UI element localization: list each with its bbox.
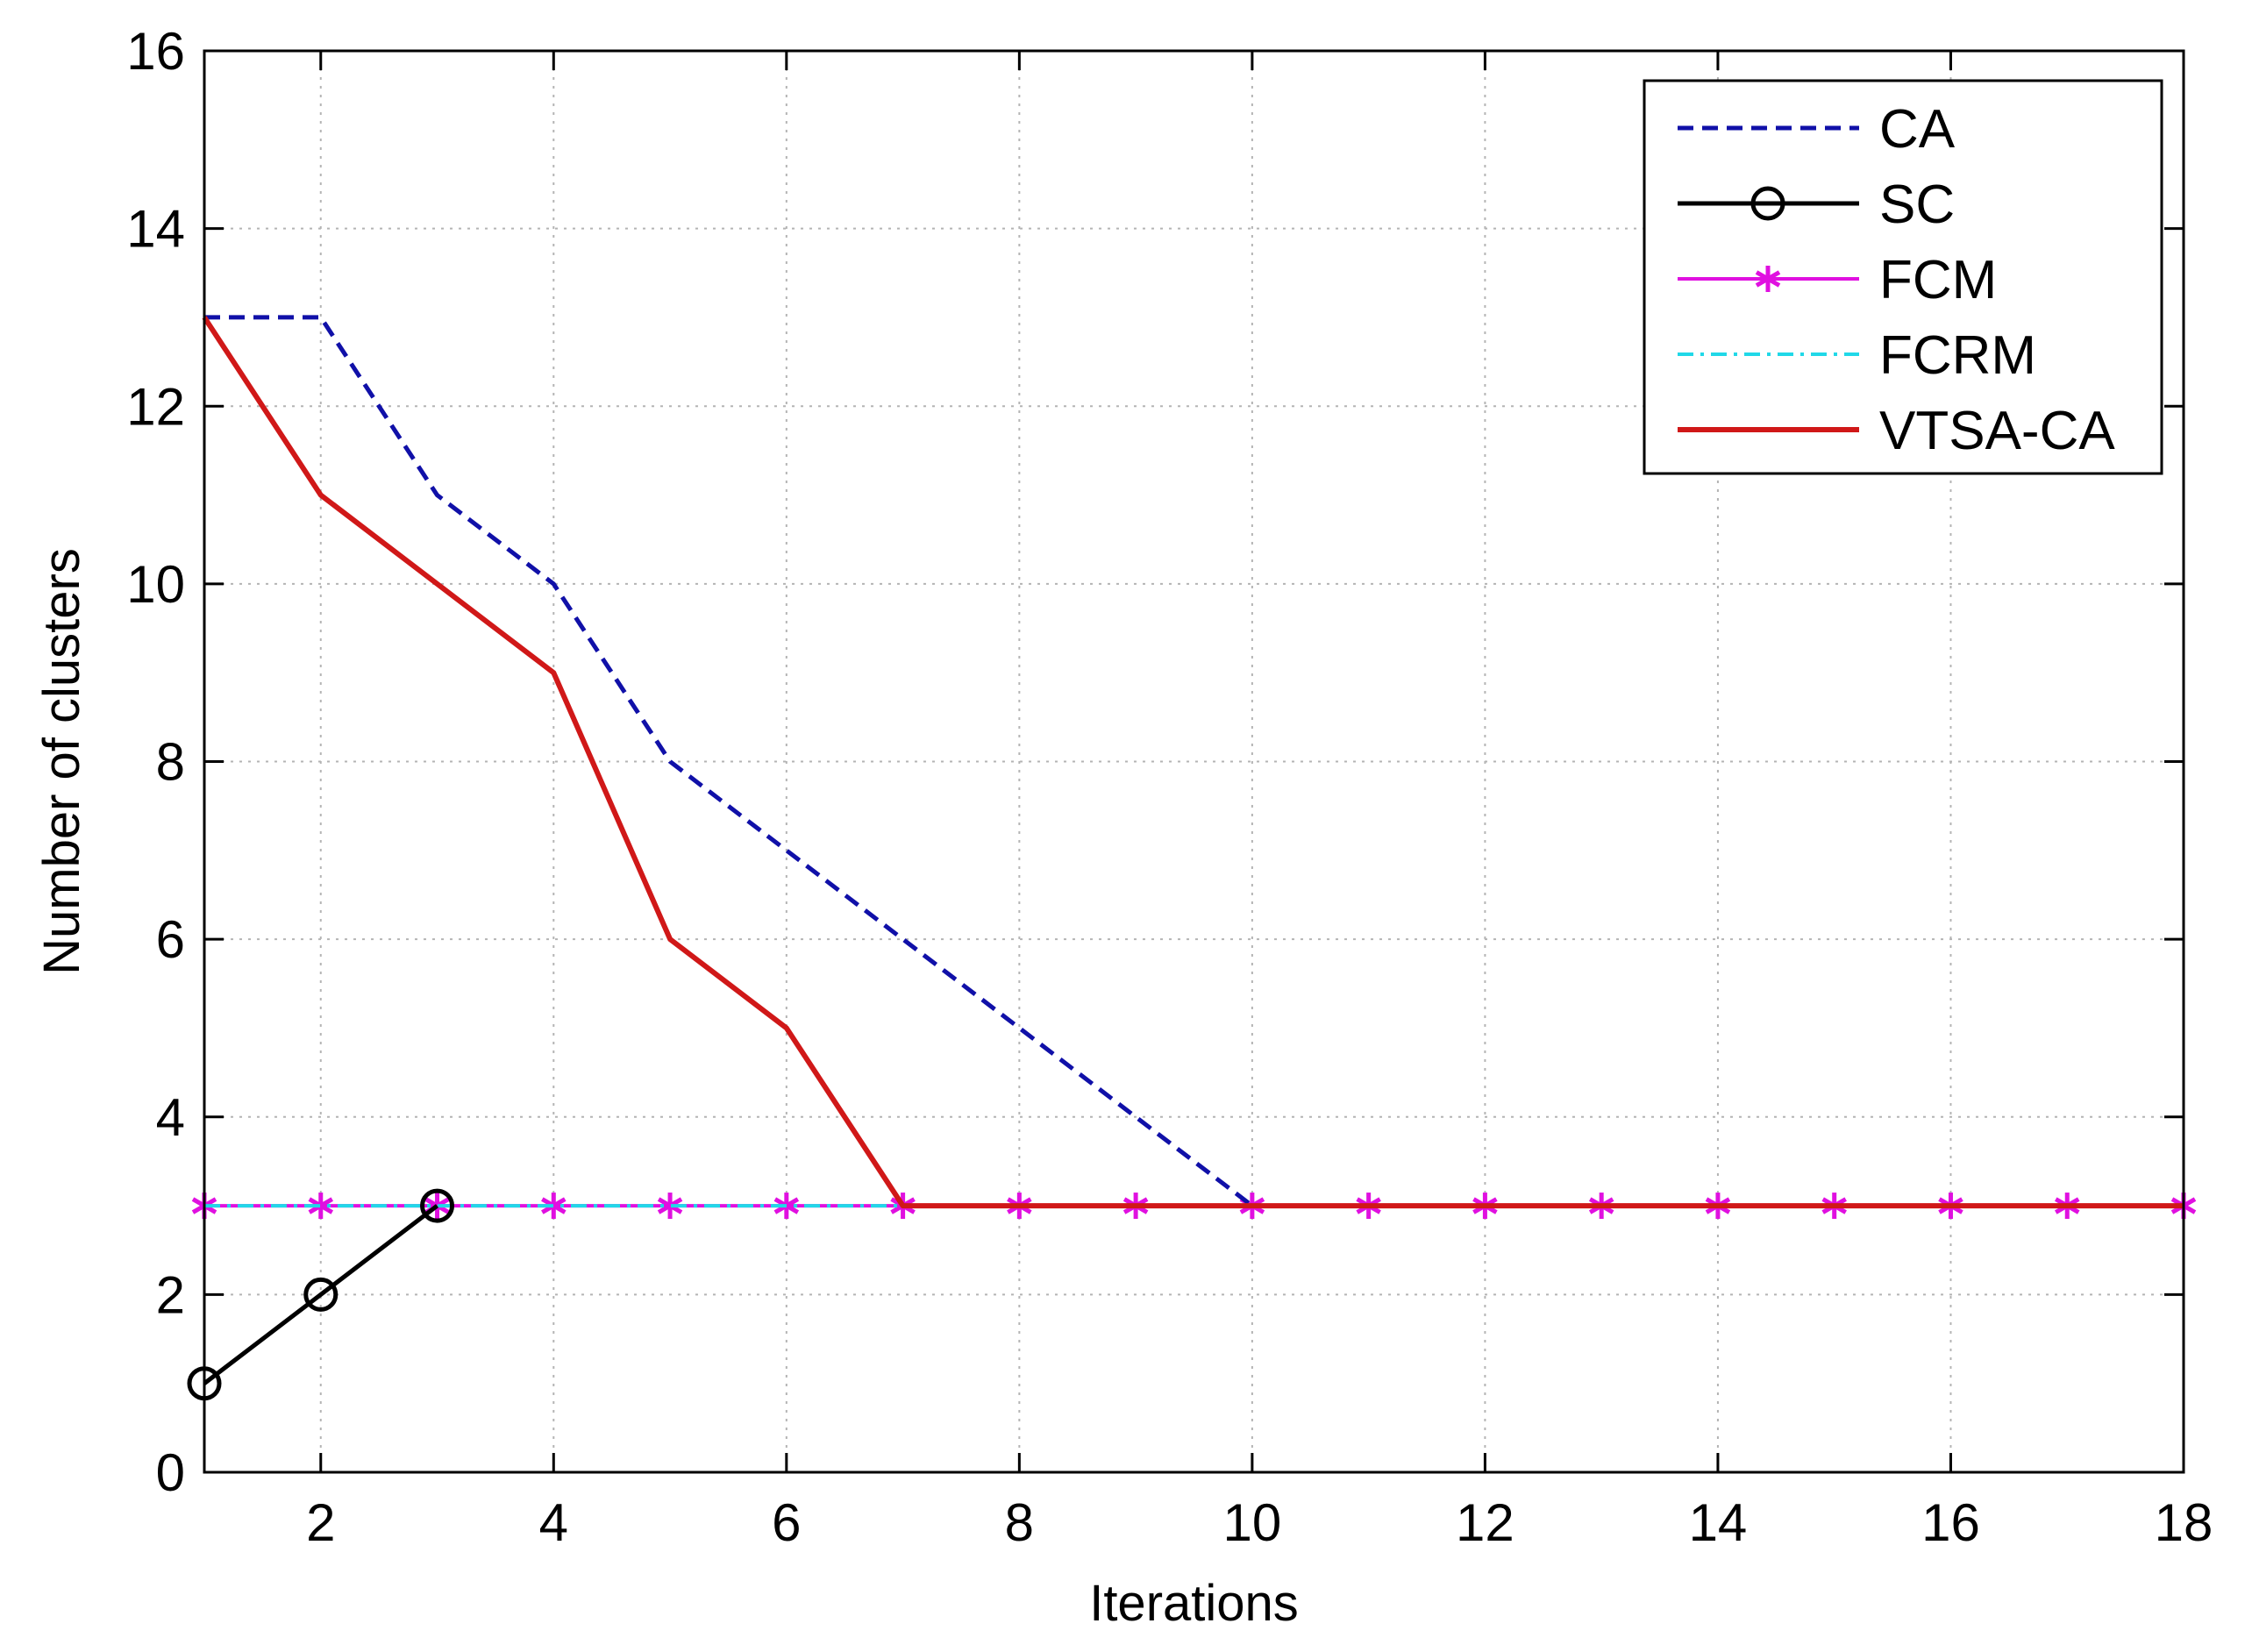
x-tick-label: 16	[1921, 1493, 1980, 1552]
series-line-sc	[203, 1204, 439, 1385]
x-tick-label: 6	[772, 1493, 801, 1552]
x-tick-label: 4	[539, 1493, 568, 1552]
legend-item-fcrm: FCRM	[1678, 325, 2036, 386]
y-tick-label: 8	[156, 733, 185, 792]
y-tick-label: 4	[156, 1088, 185, 1147]
legend-item-fcm: FCM	[1678, 250, 1997, 310]
data-point-fcm	[541, 1193, 567, 1220]
legend-label: SC	[1879, 174, 1955, 235]
legend-item-ca: CA	[1678, 99, 1956, 160]
legend-label: FCRM	[1879, 325, 2036, 386]
legend-label: FCM	[1879, 250, 1997, 310]
y-tick-label: 16	[126, 22, 185, 81]
tick-labels: 2 4 6 8 10 12 14 16 18 0 2 4 6 8 10 12 14 16	[126, 22, 2213, 1552]
series-vtsa-ca	[202, 316, 2184, 1209]
y-tick-label: 2	[156, 1265, 185, 1324]
x-tick-label: 10	[1223, 1493, 1282, 1552]
data-point-sc	[303, 1277, 339, 1312]
legend-item-sc: SC	[1678, 174, 1955, 235]
x-tick-label: 8	[1005, 1493, 1034, 1552]
legend-label: CA	[1879, 99, 1956, 160]
x-tick-label: 12	[1456, 1493, 1514, 1552]
legend-marker	[1755, 266, 1781, 292]
y-tick-label: 10	[126, 555, 185, 614]
data-point-fcm	[308, 1193, 334, 1220]
y-tick-label: 6	[156, 910, 185, 969]
x-tick-label: 18	[2155, 1493, 2213, 1552]
data-point-fcm	[657, 1193, 683, 1220]
series-line-vtsa-ca	[202, 316, 2184, 1209]
plot-series	[187, 315, 2197, 1401]
y-tick-label: 14	[126, 200, 185, 259]
x-axis-label: Iterations	[1089, 1575, 1299, 1632]
x-tick-label: 14	[1689, 1493, 1748, 1552]
legend: CA SC FCM FCRM VTSA-CA	[1643, 79, 2163, 475]
axes-frame	[203, 49, 2185, 1474]
legend-item-vtsa-ca: VTSA-CA	[1678, 401, 2115, 461]
y-tick-label: 12	[126, 377, 185, 436]
data-point-sc	[420, 1188, 455, 1223]
y-tick-label: 0	[156, 1443, 185, 1502]
legend-label: VTSA-CA	[1879, 401, 2115, 461]
legend-marker	[1750, 186, 1785, 221]
y-axis-label: Number of clusters	[33, 548, 90, 975]
x-tick-label: 2	[306, 1493, 335, 1552]
